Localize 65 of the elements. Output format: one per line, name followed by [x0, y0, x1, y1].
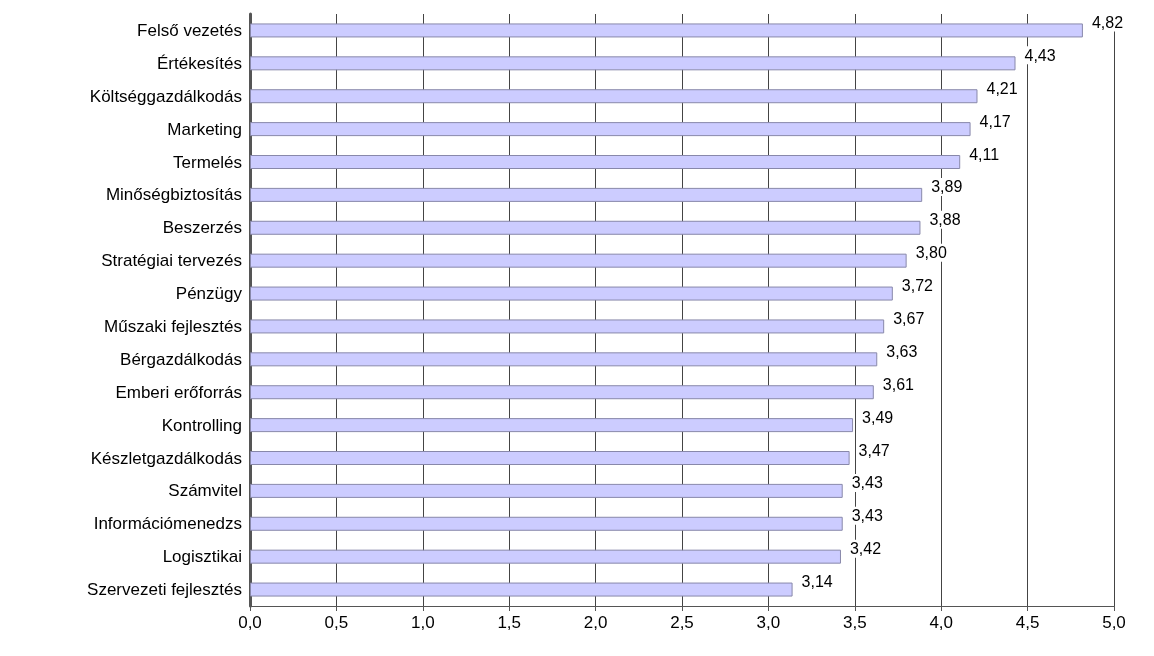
y-tick-label: Termelés	[173, 152, 242, 172]
bar	[250, 122, 971, 137]
bar	[250, 155, 961, 169]
bar	[250, 23, 1083, 38]
data-label: 3,14	[801, 573, 833, 591]
data-label: 4,17	[979, 112, 1011, 130]
data-label: 4,82	[1091, 13, 1124, 31]
y-tick-label: Költséggazdálkodás	[89, 86, 242, 106]
x-tick-label: 0,5	[324, 613, 349, 632]
bar	[250, 89, 978, 104]
data-label: 3,72	[901, 277, 934, 295]
y-tick-label: Értékesítés	[156, 53, 242, 73]
x-tick-label: 4,0	[929, 613, 954, 632]
data-label: 4,11	[969, 145, 1000, 163]
x-tick-label: 2,0	[583, 613, 608, 632]
x-tick-label: 1,5	[497, 613, 522, 632]
data-label: 4,43	[1024, 46, 1056, 64]
y-tick-label: Készletgazdálkodás	[90, 448, 242, 468]
bar	[250, 549, 841, 564]
data-label: 3,43	[851, 507, 883, 525]
bar	[250, 319, 885, 334]
x-tick-label: 3,5	[842, 613, 867, 632]
bar	[250, 582, 793, 597]
data-label: 3,63	[886, 342, 918, 360]
y-tick-label: Információmenedzs	[93, 514, 242, 534]
x-tick-label: 2,5	[670, 613, 694, 632]
y-tick-label: Marketing	[167, 119, 242, 139]
data-label: 3,47	[858, 441, 890, 459]
y-tick-label: Pénzügy	[175, 284, 243, 304]
y-tick-label: Kontrolling	[161, 415, 242, 435]
x-tick-label: 4,5	[1015, 613, 1040, 632]
data-label: 3,67	[893, 309, 925, 327]
y-tick-label: Minőségbiztosítás	[105, 185, 242, 205]
data-label: 3,89	[931, 178, 963, 196]
bar	[250, 451, 850, 465]
x-tick-label: 5,0	[1102, 613, 1126, 632]
bar	[250, 385, 874, 400]
y-tick-label: Bérgazdálkodás	[120, 349, 242, 369]
y-tick-label: Stratégiai tervezés	[101, 251, 242, 271]
y-tick-label: Számvitel	[168, 481, 242, 501]
bar	[250, 418, 854, 433]
bar	[250, 483, 843, 498]
data-label: 3,80	[915, 244, 947, 262]
data-label: 3,88	[929, 211, 961, 229]
bar	[250, 220, 921, 235]
data-label: 3,61	[882, 375, 915, 393]
bar	[250, 286, 893, 301]
y-tick-label: Beszerzés	[162, 218, 242, 238]
y-tick-label: Emberi erőforrás	[115, 382, 242, 402]
x-tick-label: 1,0	[410, 613, 435, 632]
bar	[250, 253, 907, 268]
data-label: 3,49	[862, 408, 894, 426]
data-label: 3,42	[849, 540, 882, 558]
bar	[250, 187, 923, 202]
y-tick-label: Szervezeti fejlesztés	[87, 580, 242, 600]
x-tick-label: 0,0	[238, 613, 262, 632]
y-tick-label: Műszaki fejlesztés	[104, 316, 242, 336]
data-label: 3,43	[851, 474, 883, 492]
bar	[250, 56, 1016, 71]
y-tick-label: Logisztikai	[162, 547, 242, 567]
bar	[250, 516, 843, 531]
x-tick-label: 3,0	[756, 613, 781, 632]
bar	[250, 352, 878, 367]
data-label: 4,21	[986, 79, 1018, 97]
y-tick-label: Felső vezetés	[137, 20, 242, 40]
